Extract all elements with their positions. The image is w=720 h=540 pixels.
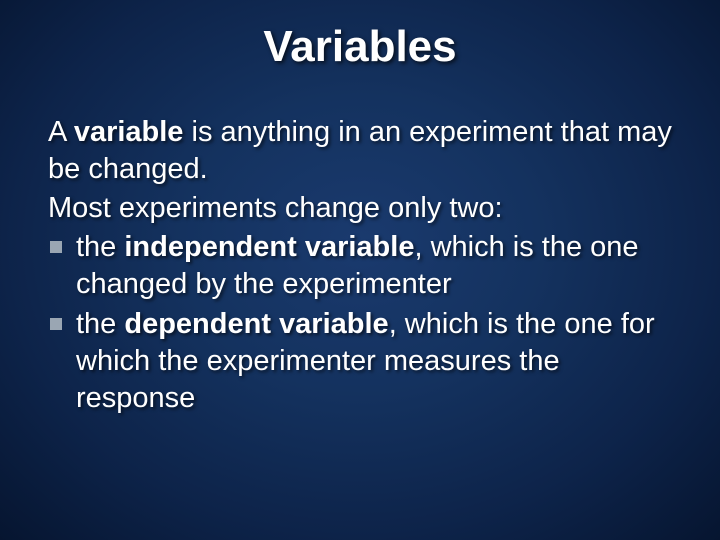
slide-title: Variables [0, 0, 720, 84]
square-bullet-icon [50, 241, 62, 253]
bullet-text: the dependent variable, which is the one… [76, 306, 672, 417]
bold-term-variable: variable [74, 116, 184, 148]
square-bullet-icon [50, 318, 62, 330]
bold-term-independent-variable: independent variable [124, 231, 414, 263]
paragraph-definition: A variable is anything in an experiment … [48, 114, 672, 188]
slide-body: A variable is anything in an experiment … [0, 84, 720, 417]
text-run: Most experiments change only two: [48, 192, 503, 224]
text-run: the [76, 231, 124, 263]
paragraph-lead-in: Most experiments change only two: [48, 190, 672, 227]
bullet-text: the independent variable, which is the o… [76, 229, 672, 303]
bullet-item-independent: the independent variable, which is the o… [48, 229, 672, 303]
text-run: A [48, 116, 74, 148]
bullet-item-dependent: the dependent variable, which is the one… [48, 306, 672, 417]
text-run: the [76, 308, 124, 340]
bold-term-dependent-variable: dependent variable [124, 308, 388, 340]
slide: Variables A variable is anything in an e… [0, 0, 720, 540]
